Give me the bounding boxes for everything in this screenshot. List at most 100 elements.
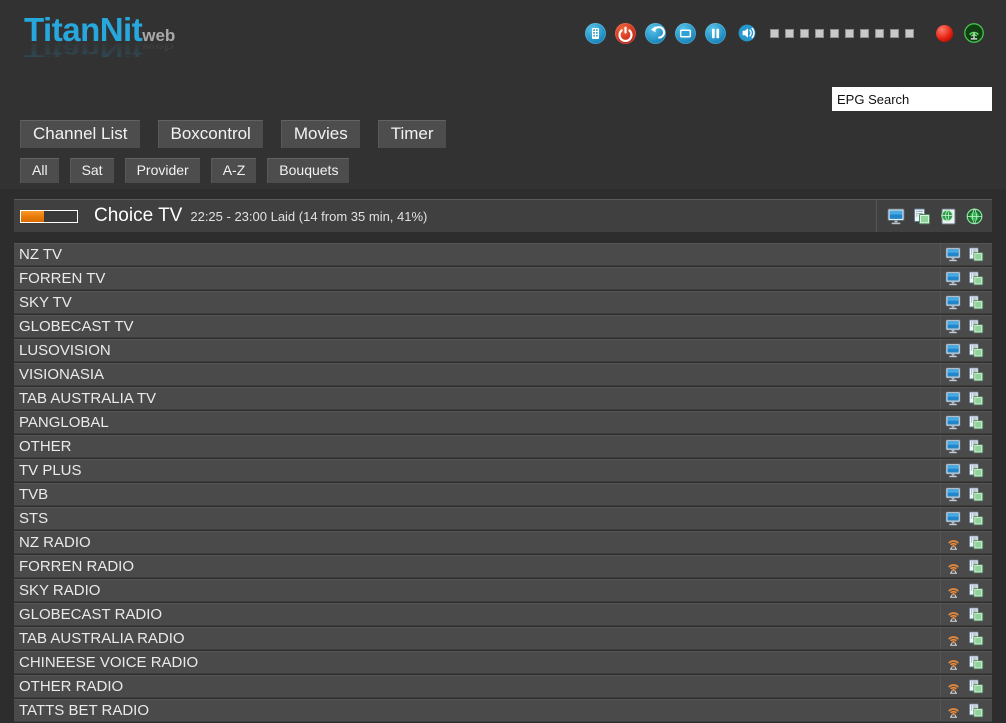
volume-segment[interactable] — [770, 28, 779, 38]
copy-windows-icon[interactable] — [968, 319, 985, 334]
broadcast-icon[interactable] — [945, 679, 962, 694]
tab-timer[interactable]: Timer — [377, 120, 446, 148]
channel-row-actions — [940, 508, 992, 529]
monitor-icon[interactable] — [945, 415, 962, 430]
broadcast-icon[interactable] — [945, 607, 962, 622]
channel-row[interactable]: FORREN RADIO — [14, 555, 992, 578]
subtab-bouquets[interactable]: Bouquets — [267, 158, 350, 183]
copy-windows-icon[interactable] — [968, 631, 985, 646]
copy-windows-icon[interactable] — [968, 607, 985, 622]
copy-windows-icon[interactable] — [968, 559, 985, 574]
copy-windows-icon[interactable] — [968, 583, 985, 598]
copy-windows-icon[interactable] — [968, 295, 985, 310]
signal-strength-icon[interactable] — [964, 23, 984, 43]
channel-row[interactable]: GLOBECAST RADIO — [14, 603, 992, 626]
channel-row[interactable]: OTHER — [14, 435, 992, 458]
back-arrow-icon[interactable] — [645, 22, 666, 44]
power-icon[interactable] — [615, 22, 636, 44]
copy-windows-icon[interactable] — [968, 463, 985, 478]
channel-row[interactable]: TATTS BET RADIO — [14, 699, 992, 722]
copy-windows-icon[interactable] — [913, 208, 932, 225]
channel-name: FORREN TV — [19, 270, 106, 287]
record-icon[interactable] — [936, 24, 953, 42]
copy-windows-icon[interactable] — [968, 487, 985, 502]
channel-row[interactable]: TAB AUSTRALIA RADIO — [14, 627, 992, 650]
channel-row[interactable]: NZ TV — [14, 243, 992, 266]
volume-level-bar[interactable] — [770, 28, 920, 38]
subtab-all[interactable]: All — [20, 158, 59, 183]
copy-windows-icon[interactable] — [968, 343, 985, 358]
broadcast-icon[interactable] — [945, 655, 962, 670]
channel-row[interactable]: NZ RADIO — [14, 531, 992, 554]
tab-movies[interactable]: Movies — [280, 120, 360, 148]
tab-boxcontrol[interactable]: Boxcontrol — [157, 120, 263, 148]
tab-channel-list[interactable]: Channel List — [20, 120, 140, 148]
copy-windows-icon[interactable] — [968, 391, 985, 406]
channel-row[interactable]: GLOBECAST TV — [14, 315, 992, 338]
copy-windows-icon[interactable] — [968, 655, 985, 670]
monitor-icon[interactable] — [945, 295, 962, 310]
channel-row[interactable]: PANGLOBAL — [14, 411, 992, 434]
broadcast-icon[interactable] — [945, 703, 962, 718]
volume-segment[interactable] — [800, 28, 809, 38]
copy-windows-icon[interactable] — [968, 535, 985, 550]
broadcast-icon[interactable] — [945, 583, 962, 598]
volume-speaker-icon[interactable] — [738, 23, 760, 43]
copy-windows-icon[interactable] — [968, 415, 985, 430]
channel-row[interactable]: TV PLUS — [14, 459, 992, 482]
keypad-icon[interactable] — [585, 22, 606, 44]
channel-list: NZ TV FORREN TV — [14, 243, 992, 722]
channel-row[interactable]: CHINEESE VOICE RADIO — [14, 651, 992, 674]
channel-row-actions — [940, 556, 992, 577]
volume-segment[interactable] — [875, 28, 884, 38]
channel-row[interactable]: TAB AUSTRALIA TV — [14, 387, 992, 410]
channel-row[interactable]: SKY TV — [14, 291, 992, 314]
broadcast-icon[interactable] — [945, 535, 962, 550]
channel-row[interactable]: STS — [14, 507, 992, 530]
monitor-icon[interactable] — [945, 463, 962, 478]
monitor-icon[interactable] — [945, 319, 962, 334]
monitor-icon[interactable] — [945, 247, 962, 262]
channel-row[interactable]: FORREN TV — [14, 267, 992, 290]
copy-windows-icon[interactable] — [968, 271, 985, 286]
monitor-icon[interactable] — [945, 271, 962, 286]
subtab-sat[interactable]: Sat — [69, 158, 114, 183]
channel-row[interactable]: SKY RADIO — [14, 579, 992, 602]
volume-segment[interactable] — [905, 28, 914, 38]
volume-segment[interactable] — [890, 28, 899, 38]
volume-segment[interactable] — [845, 28, 854, 38]
channel-row[interactable]: VISIONASIA — [14, 363, 992, 386]
globe-icon[interactable] — [965, 207, 984, 225]
volume-segment[interactable] — [785, 28, 794, 38]
pause-icon[interactable] — [705, 22, 726, 44]
monitor-icon[interactable] — [945, 391, 962, 406]
copy-windows-icon[interactable] — [968, 511, 985, 526]
monitor-icon[interactable] — [945, 343, 962, 358]
volume-segment[interactable] — [815, 28, 824, 38]
monitor-icon[interactable] — [945, 367, 962, 382]
monitor-icon[interactable] — [887, 208, 906, 225]
volume-segment[interactable] — [860, 28, 869, 38]
subtab-provider[interactable]: Provider — [124, 158, 200, 183]
broadcast-icon[interactable] — [945, 631, 962, 646]
copy-windows-icon[interactable] — [968, 367, 985, 382]
screen-icon[interactable] — [675, 22, 696, 44]
channel-row[interactable]: LUSOVISION — [14, 339, 992, 362]
broadcast-icon[interactable] — [945, 559, 962, 574]
channel-name: TATTS BET RADIO — [19, 702, 150, 719]
globe-page-icon[interactable] — [939, 208, 958, 225]
copy-windows-icon[interactable] — [968, 703, 985, 718]
volume-segment[interactable] — [830, 28, 839, 38]
epg-search-input[interactable] — [832, 87, 992, 111]
subtab-a-z[interactable]: A-Z — [210, 158, 257, 183]
now-playing-actions — [876, 200, 992, 232]
copy-windows-icon[interactable] — [968, 679, 985, 694]
copy-windows-icon[interactable] — [968, 247, 985, 262]
channel-row[interactable]: OTHER RADIO — [14, 675, 992, 698]
monitor-icon[interactable] — [945, 439, 962, 454]
channel-row-actions — [940, 700, 992, 721]
monitor-icon[interactable] — [945, 511, 962, 526]
channel-row[interactable]: TVB — [14, 483, 992, 506]
monitor-icon[interactable] — [945, 487, 962, 502]
copy-windows-icon[interactable] — [968, 439, 985, 454]
